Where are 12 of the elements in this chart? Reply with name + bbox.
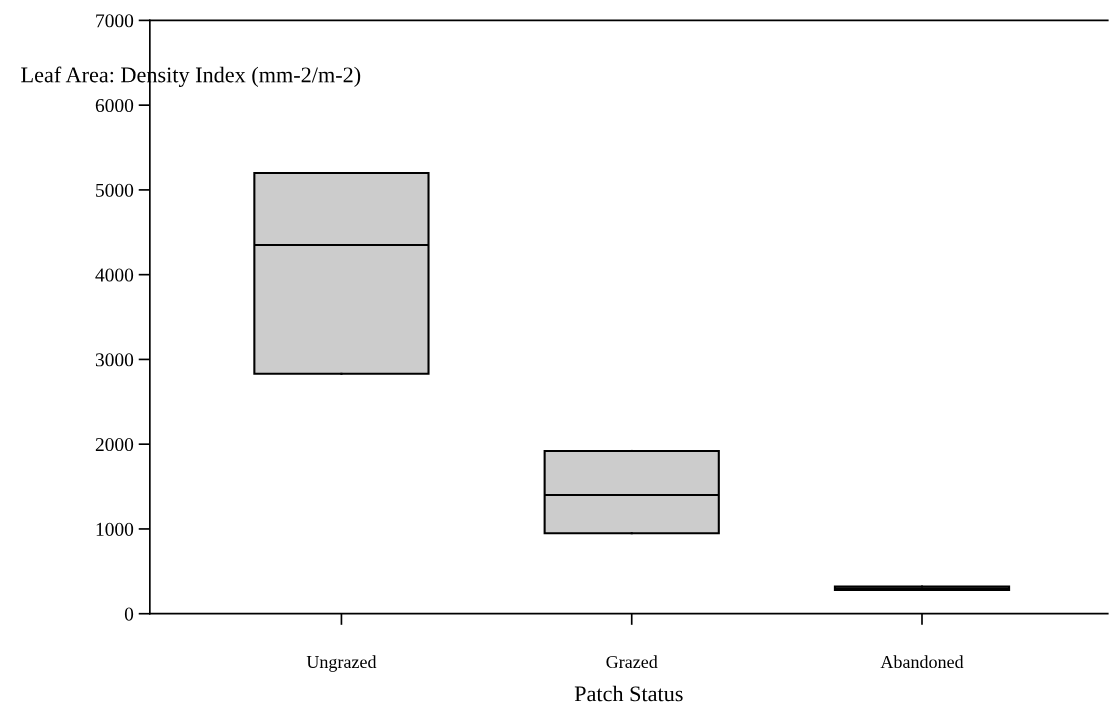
x-axis-title: Patch Status (574, 685, 683, 702)
y-tick-label: 0 (124, 607, 134, 621)
y-tick-label: 7000 (96, 14, 134, 28)
y-tick-label: 4000 (95, 268, 134, 282)
y-tick-label: 5000 (96, 183, 134, 197)
x-tick-label: Ungrazed (306, 655, 377, 672)
y-tick-label: 6000 (95, 98, 134, 113)
y-tick-label: 1000 (96, 522, 134, 536)
y-tick-label: 3000 (95, 353, 134, 367)
x-tick-label: Abandoned (880, 655, 964, 669)
x-tick-label: Grazed (606, 655, 658, 669)
y-tick-label: 2000 (95, 438, 134, 452)
